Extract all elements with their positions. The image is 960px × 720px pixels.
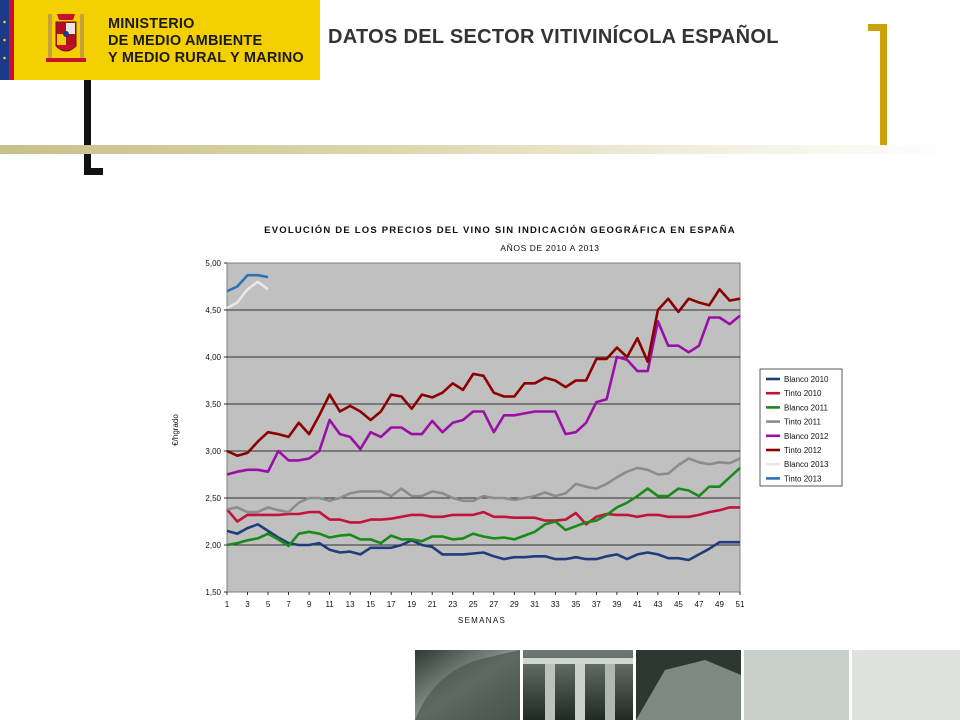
x-tick-label: 25 [469,600,478,609]
x-tick-label: 7 [286,600,291,609]
series-line [226,273,269,293]
x-tick-label: 51 [736,600,745,609]
ministry-logo-block: MINISTERIO DE MEDIO AMBIENTE Y MEDIO RUR… [0,0,320,80]
ministry-line: MINISTERIO [108,16,195,32]
x-tick-label: 27 [489,600,498,609]
series-line [226,314,741,476]
x-tick-label: 1 [225,600,230,609]
legend-entry: Blanco 2013 [784,460,829,469]
y-axis-label: €/hgrado [171,414,180,446]
series-line [226,522,740,562]
y-tick-label: 4,50 [205,306,221,315]
series-line [226,457,741,514]
chart-title: EVOLUCIÓN DE LOS PRECIOS DEL VINO SIN IN… [264,224,736,236]
x-tick-label: 39 [612,600,621,609]
ministry-name: MINISTERIO DE MEDIO AMBIENTE Y MEDIO RUR… [108,16,304,67]
y-tick-label: 3,50 [205,400,221,409]
ministry-line: DE MEDIO AMBIENTE [108,33,263,49]
right-bracket-decoration [868,24,887,154]
price-evolution-chart: EVOLUCIÓN DE LOS PRECIOS DEL VINO SIN IN… [171,224,843,625]
series-lines [226,273,741,562]
legend-entry: Tinto 2013 [784,474,822,483]
y-tick-label: 2,00 [205,541,221,550]
building-facade-image [415,650,960,720]
eu-flag-strip [0,0,20,80]
coat-of-arms-icon [46,14,86,62]
x-tick-label: 15 [366,600,375,609]
x-tick-label: 45 [674,600,683,609]
legend-box [759,368,843,487]
x-tick-label: 35 [571,600,580,609]
x-tick-label: 49 [715,600,724,609]
x-tick-label: 5 [266,600,271,609]
y-tick-label: 5,00 [205,259,221,268]
y-tick-label: 3,00 [205,447,221,456]
chart-legend: Blanco 2010 Tinto 2010 Blanco 2011 Tinto 20… [759,368,843,487]
x-tick-label: 31 [530,600,539,609]
series-line [226,506,740,526]
legend-entry: Tinto 2010 [784,389,822,398]
x-axis-ticks: 1 3 5 7 9 11 13 15 17 19 21 23 25 27 29 31 33 35 37 39 41 43 4… [225,592,745,609]
x-tick-label: 33 [551,600,560,609]
legend-entry: Tinto 2011 [784,418,821,427]
y-tick-label: 1,50 [205,588,221,597]
x-tick-label: 47 [695,600,704,609]
series-line [226,280,269,310]
x-tick-label: 43 [653,600,662,609]
x-tick-label: 9 [307,600,312,609]
series-line [226,288,741,457]
x-tick-label: 29 [510,600,519,609]
header-divider-bar [0,145,960,154]
x-tick-label: 19 [407,600,416,609]
legend-entry: Tinto 2012 [784,446,822,455]
slide-title: DATOS DEL SECTOR VITIVINÍCOLA ESPAÑOL [328,26,779,48]
legend-entry: Blanco 2011 [784,403,828,412]
x-axis-label: SEMANAS [458,616,506,625]
series-line [226,466,741,548]
y-tick-label: 4,00 [205,353,221,362]
x-tick-label: 17 [387,600,396,609]
left-bracket-decoration [84,80,103,175]
legend-entry: Blanco 2012 [784,432,829,441]
x-tick-label: 23 [448,600,457,609]
y-tick-label: 2,50 [205,494,221,503]
x-tick-label: 3 [245,600,250,609]
legend-entry: Blanco 2010 [784,375,829,384]
x-tick-label: 21 [428,600,437,609]
chart-subtitle: AÑOS DE 2010 A 2013 [500,243,599,253]
ministry-line: Y MEDIO RURAL Y MARINO [108,50,304,66]
x-tick-label: 11 [325,600,334,609]
x-tick-label: 37 [592,600,601,609]
x-tick-label: 41 [633,600,642,609]
x-tick-label: 13 [346,600,355,609]
y-axis-ticks: 1,50 2,00 2,50 3,00 3,50 4,00 4,50 5,00 [205,259,227,597]
